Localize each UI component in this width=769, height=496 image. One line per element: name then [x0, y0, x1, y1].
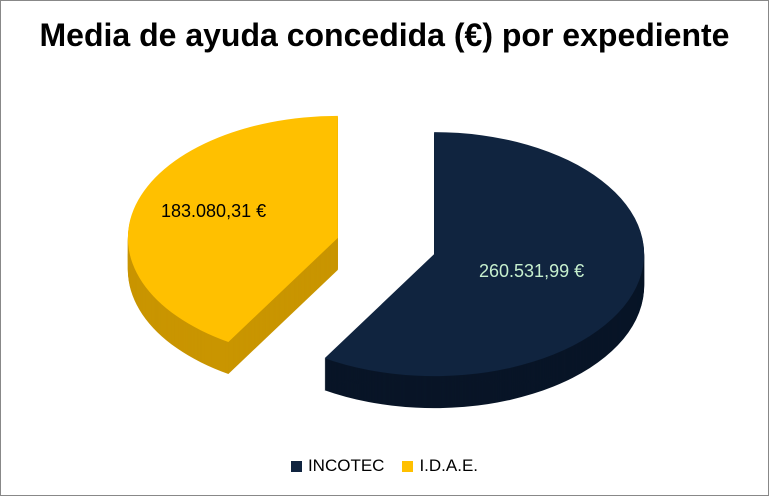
- data-label-incotec: 260.531,99 €: [479, 261, 585, 281]
- legend-item-incotec: INCOTEC: [290, 456, 385, 476]
- pie-slice-idae: [127, 115, 338, 342]
- legend-swatch-idae: [402, 460, 414, 472]
- legend-swatch-incotec: [290, 460, 302, 472]
- chart-title: Media de ayuda concedida (€) por expedie…: [39, 17, 730, 53]
- data-label-idae: 183.080,31 €: [161, 201, 267, 221]
- legend-item-idae: I.D.A.E.: [402, 456, 478, 476]
- legend-label-idae: I.D.A.E.: [419, 456, 479, 475]
- legend: INCOTEC I.D.A.E.: [1, 456, 768, 476]
- legend-label-incotec: INCOTEC: [307, 456, 385, 475]
- pie-slice-incotec: [324, 132, 645, 377]
